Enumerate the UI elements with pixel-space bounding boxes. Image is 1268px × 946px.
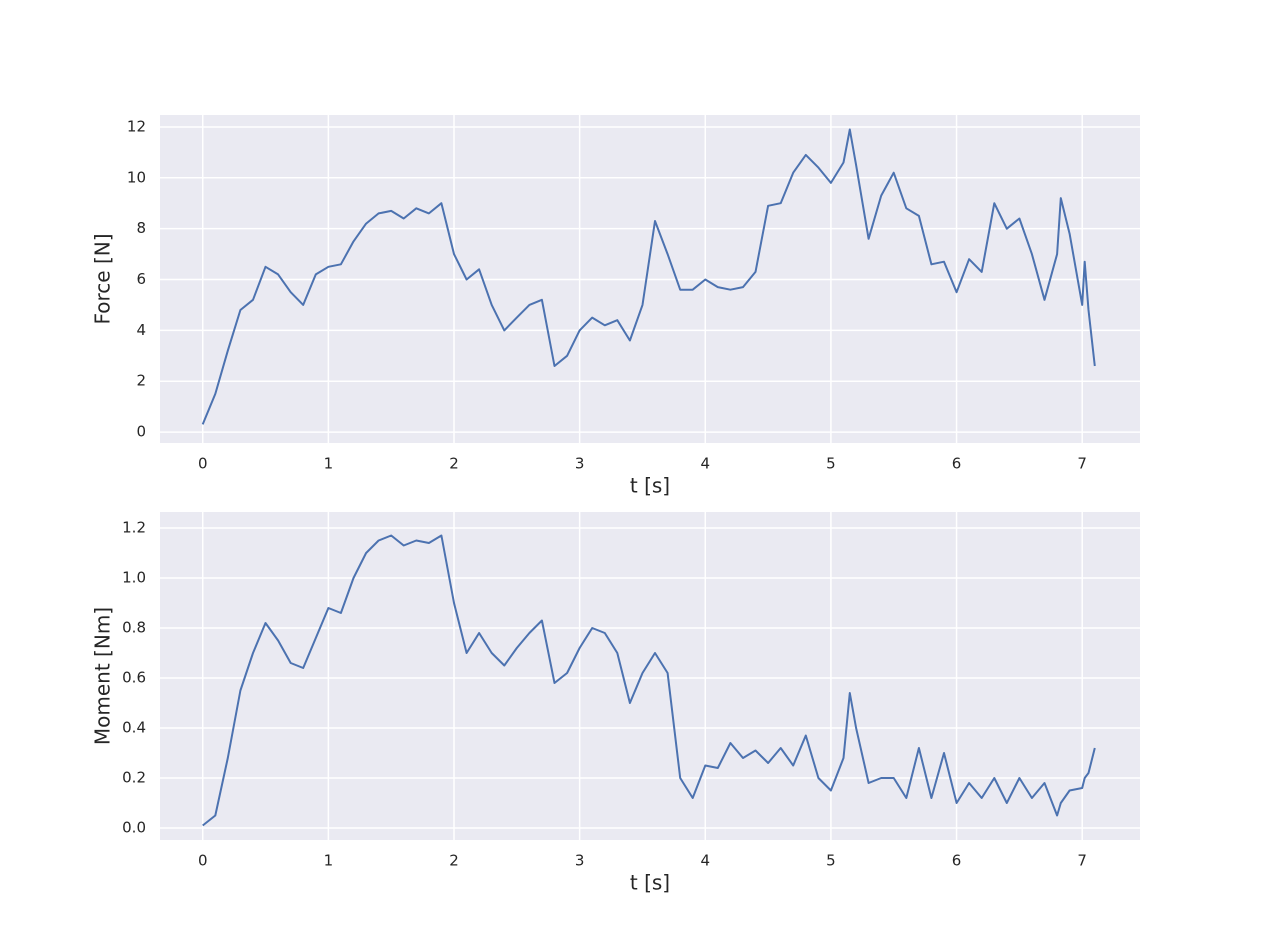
y-tick-label: 10 [127,168,146,186]
x-tick-label: 3 [575,852,585,870]
plot-area [160,512,1140,840]
x-tick-label: 2 [449,852,459,870]
y-tick-label: 2 [136,372,146,390]
x-tick-label: 6 [952,455,962,473]
y-tick-label: 1.0 [122,569,146,587]
x-tick-label: 5 [826,455,836,473]
y-tick-label: 0.6 [122,669,146,687]
y-axis-label: Force [N] [91,233,115,324]
data-line [201,128,1096,425]
x-axis-label: t [s] [630,871,670,895]
x-tick-label: 7 [1077,455,1087,473]
x-tick-label: 1 [324,455,334,473]
y-tick-label: 8 [136,219,146,237]
y-tick-label: 0.2 [122,769,146,787]
y-tick-label: 6 [136,270,146,288]
y-axis-label: Moment [Nm] [91,607,115,745]
x-tick-label: 4 [701,852,711,870]
x-tick-label: 6 [952,852,962,870]
x-tick-label: 0 [198,852,208,870]
y-tick-label: 0.0 [122,819,146,837]
y-tick-label: 0.8 [122,619,146,637]
y-tick-label: 0.4 [122,719,146,737]
x-tick-label: 5 [826,852,836,870]
data-line [202,534,1096,827]
y-tick-label: 4 [136,321,146,339]
x-tick-label: 7 [1077,852,1087,870]
y-tick-label: 0 [136,423,146,441]
x-tick-label: 0 [198,455,208,473]
x-tick-label: 1 [324,852,334,870]
y-tick-label: 12 [127,117,146,135]
x-tick-label: 2 [449,455,459,473]
x-axis-label: t [s] [630,474,670,498]
y-tick-label: 1.2 [122,519,146,537]
x-tick-label: 3 [575,455,585,473]
x-tick-label: 4 [701,455,711,473]
